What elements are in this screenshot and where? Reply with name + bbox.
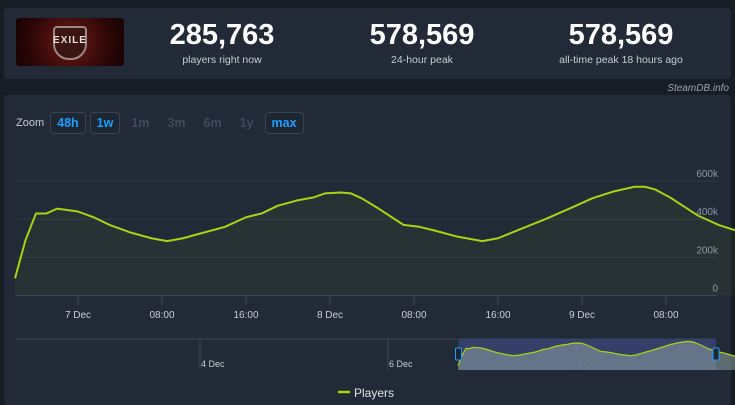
x-tick-label: 7 Dec [65,310,91,321]
zoom-48h-button[interactable]: 48h [50,112,86,134]
zoom-controls: Zoom 48h 1w 1m 3m 6m 1y max [16,112,304,134]
navigator-area [458,341,735,370]
stat-value: 285,763 [169,19,275,51]
source-credit[interactable]: SteamDB.info [667,83,729,94]
x-tick-label: 08:00 [401,310,426,321]
stats-panel: EXILE 285,763 players right now 578,569 24… [4,8,731,79]
x-tick-label: 16:00 [233,310,258,321]
x-tick-label: 08:00 [149,310,174,321]
zoom-max-button[interactable]: max [264,112,304,134]
x-tick-label: 08:00 [653,310,678,321]
x-tick-label: 16:00 [485,310,510,321]
stat-current: 285,763 players right now [122,19,322,66]
game-logo: EXILE [16,18,124,66]
navigator-line [457,340,735,366]
navigator-handle[interactable] [455,347,462,361]
stat-label: players right now [182,54,262,66]
stat-label: all-time peak 18 hours ago [559,54,683,66]
stat-24h-peak: 578,569 24-hour peak [322,19,522,66]
zoom-3m-button[interactable]: 3m [167,116,186,130]
zoom-1w-button[interactable]: 1w [89,112,121,134]
y-tick-label: 400k [696,207,719,218]
stat-all-time-peak: 578,569 all-time peak 18 hours ago [521,19,721,66]
x-tick-label: 9 Dec [569,310,595,321]
stat-value: 578,569 [369,19,475,51]
y-tick-label: 600k [696,169,719,180]
y-tick-label: 0 [712,284,718,295]
stat-label: 24-hour peak [391,54,453,66]
series-area [15,186,735,296]
series-line [14,185,735,279]
zoom-1y-button[interactable]: 1y [239,116,254,130]
y-tick-label: 200k [696,245,719,256]
zoom-6m-button[interactable]: 6m [203,116,222,130]
navigator-handle[interactable] [712,347,720,361]
zoom-1m-button[interactable]: 1m [131,116,150,130]
x-tick-label: 8 Dec [317,310,343,321]
zoom-label: Zoom [16,117,45,129]
stat-value: 578,569 [568,19,674,51]
navigator-tick-label: 4 Dec [201,359,225,369]
legend-item-players[interactable]: Players [354,386,394,400]
navigator-tick-label: 6 Dec [389,359,413,369]
